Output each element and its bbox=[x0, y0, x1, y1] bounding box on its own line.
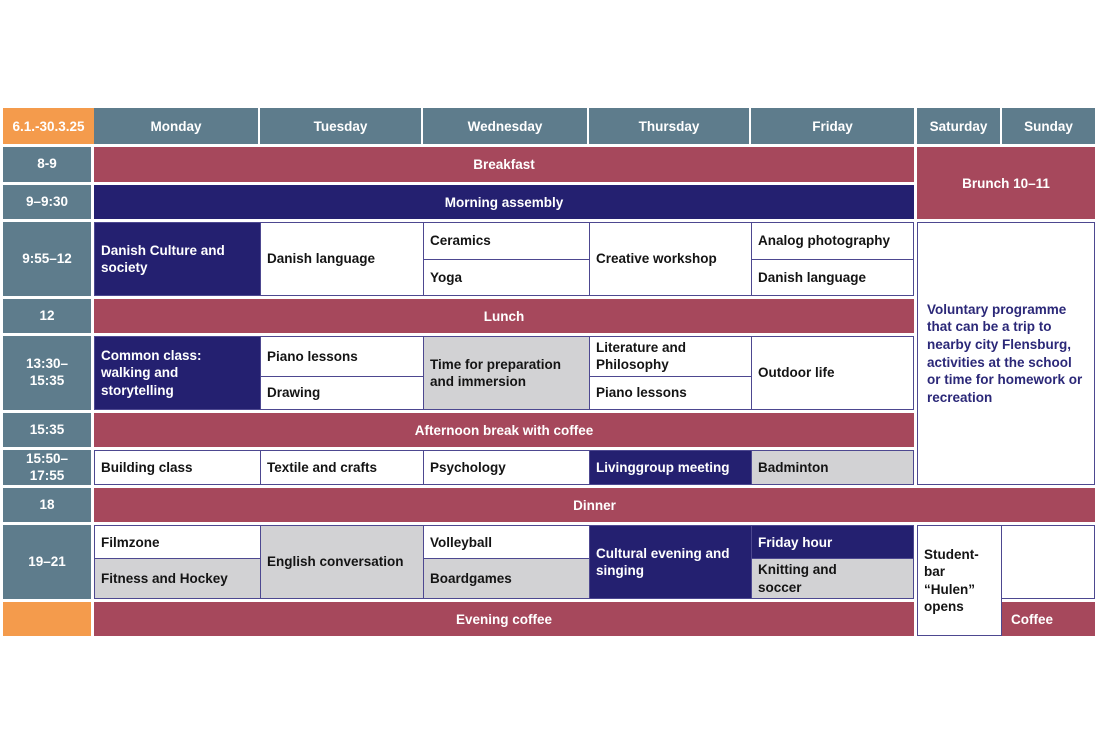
day-header-tuesday: Tuesday bbox=[260, 108, 423, 144]
cell-morning-friday-1: Analog photography bbox=[752, 223, 913, 259]
day-header-monday: Monday bbox=[94, 108, 260, 144]
cell-evening-tuesday: English conversation bbox=[261, 526, 423, 598]
cell-afternoon-thursday-2: Piano lessons bbox=[590, 376, 751, 409]
cell-morning-wednesday-2: Yoga bbox=[424, 259, 589, 295]
band-evening-coffee: Evening coffee bbox=[94, 602, 914, 636]
cell-evening-monday-2: Fitness and Hockey bbox=[95, 559, 260, 598]
weekday-header-row: Monday Tuesday Wednesday Thursday Friday bbox=[94, 108, 914, 144]
cell-morning-wednesday-1: Ceramics bbox=[424, 223, 589, 259]
time-cell-evening: 19–21 bbox=[3, 525, 91, 599]
sunday-coffee-cell: Coffee bbox=[1002, 602, 1095, 636]
cell-evening-monday-1: Filmzone bbox=[95, 526, 260, 559]
band-dinner: Dinner bbox=[94, 488, 1095, 522]
day-header-friday: Friday bbox=[751, 108, 914, 144]
band-afternoon-break: Afternoon break with coffee bbox=[94, 413, 914, 447]
morning-band: Danish Culture and society Danish langua… bbox=[94, 222, 914, 296]
cell-afternoon-thursday-1: Literature and Philosophy bbox=[590, 337, 751, 376]
sunday-empty-cell bbox=[1002, 525, 1095, 599]
time-cell-late: 15:50– 17:55 bbox=[3, 450, 91, 485]
band-breakfast: Breakfast bbox=[94, 147, 914, 182]
band-lunch: Lunch bbox=[94, 299, 914, 333]
time-cell-lunch: 12 bbox=[3, 299, 91, 333]
time-cell-break: 15:35 bbox=[3, 413, 91, 447]
late-band: Building class Textile and crafts Psycho… bbox=[94, 450, 914, 485]
day-header-saturday: Saturday bbox=[917, 108, 1002, 144]
cell-late-wednesday: Psychology bbox=[424, 451, 589, 484]
cell-late-friday: Badminton bbox=[752, 451, 913, 484]
afternoon-band: Common class: walking and storytelling P… bbox=[94, 336, 914, 410]
day-header-sunday: Sunday bbox=[1002, 108, 1095, 144]
cell-late-tuesday: Textile and crafts bbox=[261, 451, 423, 484]
cell-afternoon-wednesday: Time for preparation and immersion bbox=[424, 337, 589, 409]
cell-morning-tuesday: Danish language bbox=[261, 223, 423, 295]
cell-afternoon-friday: Outdoor life bbox=[752, 337, 913, 409]
weekend-note-cell: Voluntary programme that can be a trip t… bbox=[917, 222, 1095, 485]
time-cell-dinner: 18 bbox=[3, 488, 91, 522]
cell-late-monday: Building class bbox=[95, 451, 260, 484]
day-header-wednesday: Wednesday bbox=[423, 108, 589, 144]
time-cell-afternoon: 13:30– 15:35 bbox=[3, 336, 91, 410]
weekend-bottom-block: Student-bar “Hulen” opens Coffee bbox=[917, 525, 1095, 636]
brunch-cell: Brunch 10–11 bbox=[917, 147, 1095, 219]
cell-evening-thursday: Cultural evening and singing bbox=[590, 526, 751, 598]
time-cell-morning: 9:55–12 bbox=[3, 222, 91, 296]
cell-morning-friday-2: Danish language bbox=[752, 259, 913, 295]
date-range-cell: 6.1.-30.3.25 bbox=[3, 108, 94, 144]
weekend-header-row: Saturday Sunday bbox=[917, 108, 1095, 144]
time-cell-bottom-orange bbox=[3, 602, 91, 636]
cell-morning-monday: Danish Culture and society bbox=[95, 223, 260, 295]
studentbar-cell: Student-bar “Hulen” opens bbox=[917, 525, 1002, 636]
cell-evening-friday-2: Knitting and soccer bbox=[752, 559, 913, 598]
time-cell-assembly: 9–9:30 bbox=[3, 185, 91, 219]
cell-late-thursday: Livinggroup meeting bbox=[590, 451, 751, 484]
cell-evening-wednesday-1: Volleyball bbox=[424, 526, 589, 559]
cell-morning-thursday: Creative workshop bbox=[590, 223, 751, 295]
cell-afternoon-tuesday-2: Drawing bbox=[261, 376, 423, 409]
day-header-thursday: Thursday bbox=[589, 108, 751, 144]
cell-afternoon-tuesday-1: Piano lessons bbox=[261, 337, 423, 376]
evening-band: Filmzone Fitness and Hockey English conv… bbox=[94, 525, 914, 599]
cell-evening-wednesday-2: Boardgames bbox=[424, 559, 589, 598]
time-cell-breakfast: 8-9 bbox=[3, 147, 91, 182]
cell-evening-friday-1: Friday hour bbox=[752, 526, 913, 559]
band-morning-assembly: Morning assembly bbox=[94, 185, 914, 219]
weekly-schedule-table: 6.1.-30.3.25 Monday Tuesday Wednesday Th… bbox=[3, 108, 1095, 636]
cell-afternoon-monday: Common class: walking and storytelling bbox=[95, 337, 260, 409]
